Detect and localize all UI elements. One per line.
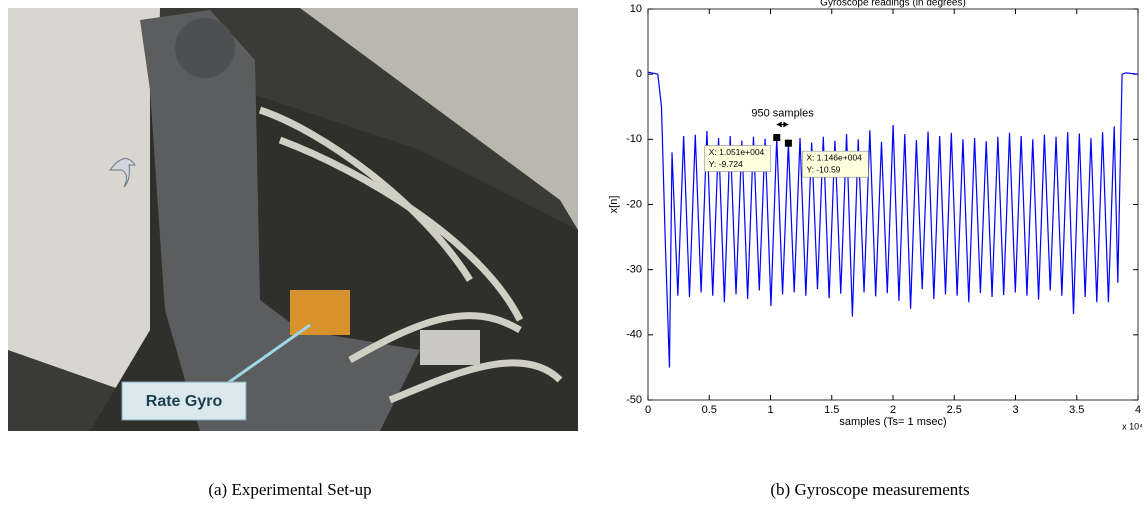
datatip-y: Y: -10.59 [806,164,840,174]
x-axis-label: samples (Ts= 1 msec) [839,416,946,428]
label-box [121,381,247,421]
datatip-x: X: 1.146e+004 [806,152,862,162]
annotation: 950 samples [751,107,814,119]
pointer [224,323,311,387]
datatip-box [704,145,772,172]
x-tick-label: 3 [1012,404,1018,416]
x-tick-label: 3.5 [1069,404,1084,416]
y-tick-label: -50 [626,394,642,406]
photo: Rate Gyro [8,8,578,431]
chart: Gyroscope readings (in degrees) 0 0.5 1 1.5 2… [608,0,1143,431]
datatip-marker [773,134,781,142]
datatip-x: X: 1.051e+004 [709,147,765,157]
plot-area [647,8,1139,401]
caption: (b) Gyroscope measurements [770,480,969,499]
x-tick-label: 4 [1135,404,1141,416]
y-tick-label: -40 [626,329,642,341]
x-tick-label: 1 [767,404,773,416]
rotation-arrow [108,158,136,188]
x-tick-label: 0 [645,404,651,416]
caption: (a) Experimental Set-up [208,480,371,499]
photo-label: Rate Gyro [146,393,223,410]
arrow-head [776,121,789,128]
chart-title: Gyroscope readings (in degrees) [820,0,966,9]
arm-hub [175,18,235,78]
gyro [290,290,350,335]
x-tick-label: 0.5 [702,404,717,416]
arm [140,10,420,431]
y-tick-label: -20 [626,198,642,210]
connector [420,330,480,365]
x-tick-label: 1.5 [824,404,839,416]
x-tick-label: 2 [890,404,896,416]
y-tick-label: 10 [630,3,642,15]
wall [8,8,578,230]
y-tick-label: 0 [636,68,642,80]
datatip-marker [784,139,792,147]
datatip-y: Y: -9.724 [709,159,743,169]
white-box [8,8,160,400]
x-multiplier: x 10⁴ [1122,421,1143,431]
line-series [647,71,1139,368]
datatip-box [802,150,869,178]
y-tick-label: -10 [626,133,642,145]
cables [258,106,563,404]
x-tick-label: 2.5 [947,404,962,416]
y-tick-label: -30 [626,264,642,276]
y-axis-label: x[n] [608,196,620,214]
